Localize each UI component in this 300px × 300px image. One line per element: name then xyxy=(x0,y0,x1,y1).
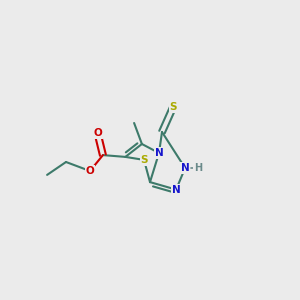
Text: N: N xyxy=(154,148,164,158)
Text: H: H xyxy=(194,163,202,173)
Text: S: S xyxy=(169,102,177,112)
Text: O: O xyxy=(93,128,102,138)
Text: O: O xyxy=(85,166,94,176)
Text: N: N xyxy=(181,163,190,173)
Text: S: S xyxy=(140,155,148,165)
Text: N: N xyxy=(172,184,181,195)
